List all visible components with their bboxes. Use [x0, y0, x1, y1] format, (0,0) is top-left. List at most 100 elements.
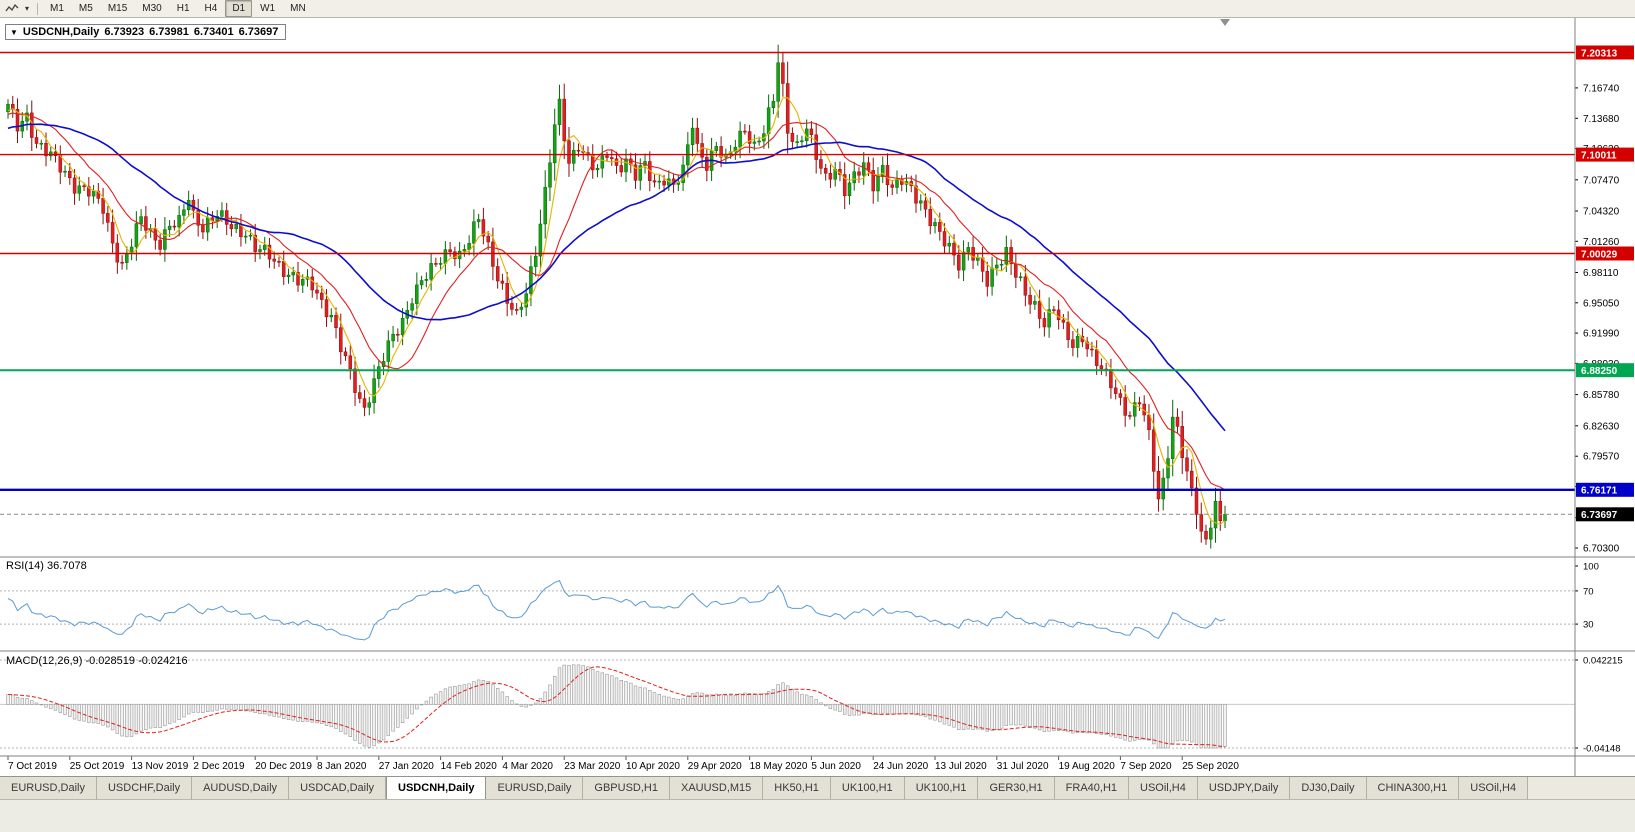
hlines-layer	[0, 51, 1575, 515]
candles-layer	[6, 44, 1227, 549]
date-axis-label: 19 Aug 2020	[1059, 761, 1116, 772]
support-line-blue-badge-label: 6.76171	[1581, 486, 1618, 497]
chart-tab-usdcad-daily[interactable]: USDCAD,Daily	[289, 777, 387, 799]
timeframe-button-mn[interactable]: MN	[290, 3, 306, 14]
date-axis-label: 10 Apr 2020	[626, 761, 680, 772]
macd-axis-tick: 0.042215	[1583, 656, 1623, 667]
chart-tab-xauusd-m15[interactable]: XAUUSD,M15	[669, 777, 764, 799]
chart-tab-usdchf-daily[interactable]: USDCHF,Daily	[96, 777, 193, 799]
rsi-axis-tick: 30	[1583, 620, 1594, 631]
date-axis-label: 25 Oct 2019	[70, 761, 125, 772]
macd-layer: 0.042215 -0.04148	[0, 656, 1623, 755]
date-axis-label: 27 Jan 2020	[379, 761, 434, 772]
chart-title-box[interactable]: ▼ USDCNH,Daily 6.73923 6.73981 6.73401 6…	[5, 24, 287, 40]
timeframe-button-h1[interactable]: H1	[176, 3, 190, 14]
resistance-line-2-badge	[1576, 147, 1634, 162]
date-axis-label: 13 Jul 2020	[935, 761, 987, 772]
timeframe-button-m5[interactable]: M5	[78, 3, 93, 14]
ma-mid-line[interactable]	[7, 112, 1226, 491]
support-line-green-badge	[1576, 363, 1634, 378]
timeframe-button-w1[interactable]: W1	[260, 3, 276, 14]
date-axis-label: 2 Dec 2019	[193, 761, 245, 772]
current-price-badge	[1576, 507, 1634, 522]
rsi-axis-tick: 100	[1583, 562, 1599, 573]
date-axis-label: 13 Nov 2019	[132, 761, 189, 772]
chart-shift-marker-icon[interactable]	[1220, 19, 1230, 26]
price-axis-tick: 6.79570	[1583, 452, 1620, 463]
price-axis-tick: 6.70300	[1583, 544, 1620, 555]
chrome-layer	[0, 18, 1635, 776]
chart-tab-china300-h1[interactable]: CHINA300,H1	[1366, 777, 1460, 799]
date-axis-label: 20 Dec 2019	[255, 761, 312, 772]
date-axis-label: 7 Sep 2020	[1120, 761, 1172, 772]
date-axis-label: 14 Feb 2020	[441, 761, 498, 772]
resistance-line-2-badge-label: 7.10011	[1581, 150, 1617, 161]
chart-type-dropdown-caret-icon[interactable]: ▾	[24, 4, 29, 13]
timeframe-button-d1[interactable]: D1	[225, 0, 253, 17]
chart-tab-ger30-h1[interactable]: GER30,H1	[978, 777, 1055, 799]
timeframe-button-h4[interactable]: H4	[204, 3, 218, 14]
chart-ohlc-close: 6.73697	[238, 26, 279, 38]
mas-layer	[7, 97, 1226, 525]
date-axis-label: 8 Jan 2020	[317, 761, 367, 772]
price-axis-tick: 7.13680	[1583, 114, 1620, 125]
resistance-line-1-badge	[1576, 45, 1634, 60]
chart-tab-hk50-h1[interactable]: HK50,H1	[763, 777, 831, 799]
chart-type-icon[interactable]	[3, 1, 21, 16]
rsi-line	[7, 579, 1226, 641]
price-axis-tick: 6.98110	[1583, 268, 1619, 279]
date-axis-label: 23 Mar 2020	[564, 761, 621, 772]
date-axis-label: 4 Mar 2020	[502, 761, 553, 772]
date-axis-label: 29 Apr 2020	[688, 761, 742, 772]
support-line-blue-badge	[1576, 482, 1634, 497]
chart-tab-usoil-h4[interactable]: USOil,H4	[1129, 777, 1198, 799]
axis-layer[interactable]: 7.167407.136807.106207.074707.043207.012…	[1575, 45, 1634, 555]
rsi-indicator-label: RSI(14) 36.7078	[6, 560, 87, 572]
chart-tab-usdcnh-daily[interactable]: USDCNH,Daily	[386, 777, 487, 799]
bottom-strip	[0, 799, 1635, 832]
macd-axis-tick: -0.04148	[1583, 744, 1621, 755]
chart-tab-eurusd-daily[interactable]: EURUSD,Daily	[486, 777, 584, 799]
chart-tab-dj30-daily[interactable]: DJ30,Daily	[1290, 777, 1367, 799]
chart-tab-gbpusd-h1[interactable]: GBPUSD,H1	[583, 777, 670, 799]
price-axis-tick: 6.82630	[1583, 421, 1620, 432]
chart-title-symbol: USDCNH,Daily	[22, 26, 100, 38]
chart-tab-eurusd-daily[interactable]: EURUSD,Daily	[0, 777, 97, 799]
date-axis-label: 18 May 2020	[750, 761, 808, 772]
chart-tab-audusd-daily[interactable]: AUDUSD,Daily	[192, 777, 290, 799]
price-axis-tick: 7.01260	[1583, 237, 1620, 248]
macd-signal-line	[7, 666, 1226, 748]
ma-slow-line[interactable]	[7, 123, 1226, 432]
rsi-axis-tick: 70	[1583, 586, 1594, 597]
resistance-line-1-badge-label: 7.20313	[1581, 48, 1618, 59]
timeframe-button-m30[interactable]: M30	[142, 3, 162, 14]
date-axis-label: 5 Jun 2020	[811, 761, 861, 772]
price-axis-tick: 7.07470	[1583, 175, 1620, 186]
timeframe-button-m15[interactable]: M15	[107, 3, 128, 14]
price-axis-tick: 7.16740	[1583, 83, 1620, 94]
chart-tab-uk100-h1[interactable]: UK100,H1	[904, 777, 979, 799]
date-axis-label: 25 Sep 2020	[1182, 761, 1239, 772]
dates-layer: 7 Oct 2019 25 Oct 2019 13 Nov 2019 2 Dec 20…	[7, 756, 1239, 772]
chart-ohlc-high: 6.73981	[149, 26, 189, 38]
rsi-layer: 100 70 30	[0, 562, 1599, 641]
chart-ohlc-low: 6.73401	[193, 26, 234, 38]
collapse-caret-icon: ▼	[10, 27, 18, 37]
ma-fast-line[interactable]	[7, 97, 1226, 525]
chart-tab-usoil-h4[interactable]: USOil,H4	[1459, 777, 1529, 799]
timeframe-button-m1[interactable]: M1	[50, 3, 64, 14]
timeframe-toolbar: ▾ M1 M5 M15 M30 H1 H4 D1 W1 MN	[0, 0, 1635, 18]
resistance-line-3-badge	[1576, 246, 1634, 261]
chart-tab-usdjpy-daily[interactable]: USDJPY,Daily	[1197, 777, 1291, 799]
resistance-line-3-badge-label: 7.00029	[1581, 249, 1618, 260]
price-axis-tick: 6.85780	[1583, 390, 1620, 401]
chart-tab-fra40-h1[interactable]: FRA40,H1	[1054, 777, 1130, 799]
current-price-badge-label: 6.73697	[1581, 510, 1618, 521]
support-line-green-badge-label: 6.88250	[1581, 366, 1618, 377]
price-axis-tick: 6.95050	[1583, 298, 1620, 309]
date-axis-label: 7 Oct 2019	[8, 761, 57, 772]
chart-tab-uk100-h1[interactable]: UK100,H1	[830, 777, 905, 799]
date-axis-label: 31 Jul 2020	[997, 761, 1049, 772]
chart-ohlc-open: 6.73923	[104, 26, 145, 38]
